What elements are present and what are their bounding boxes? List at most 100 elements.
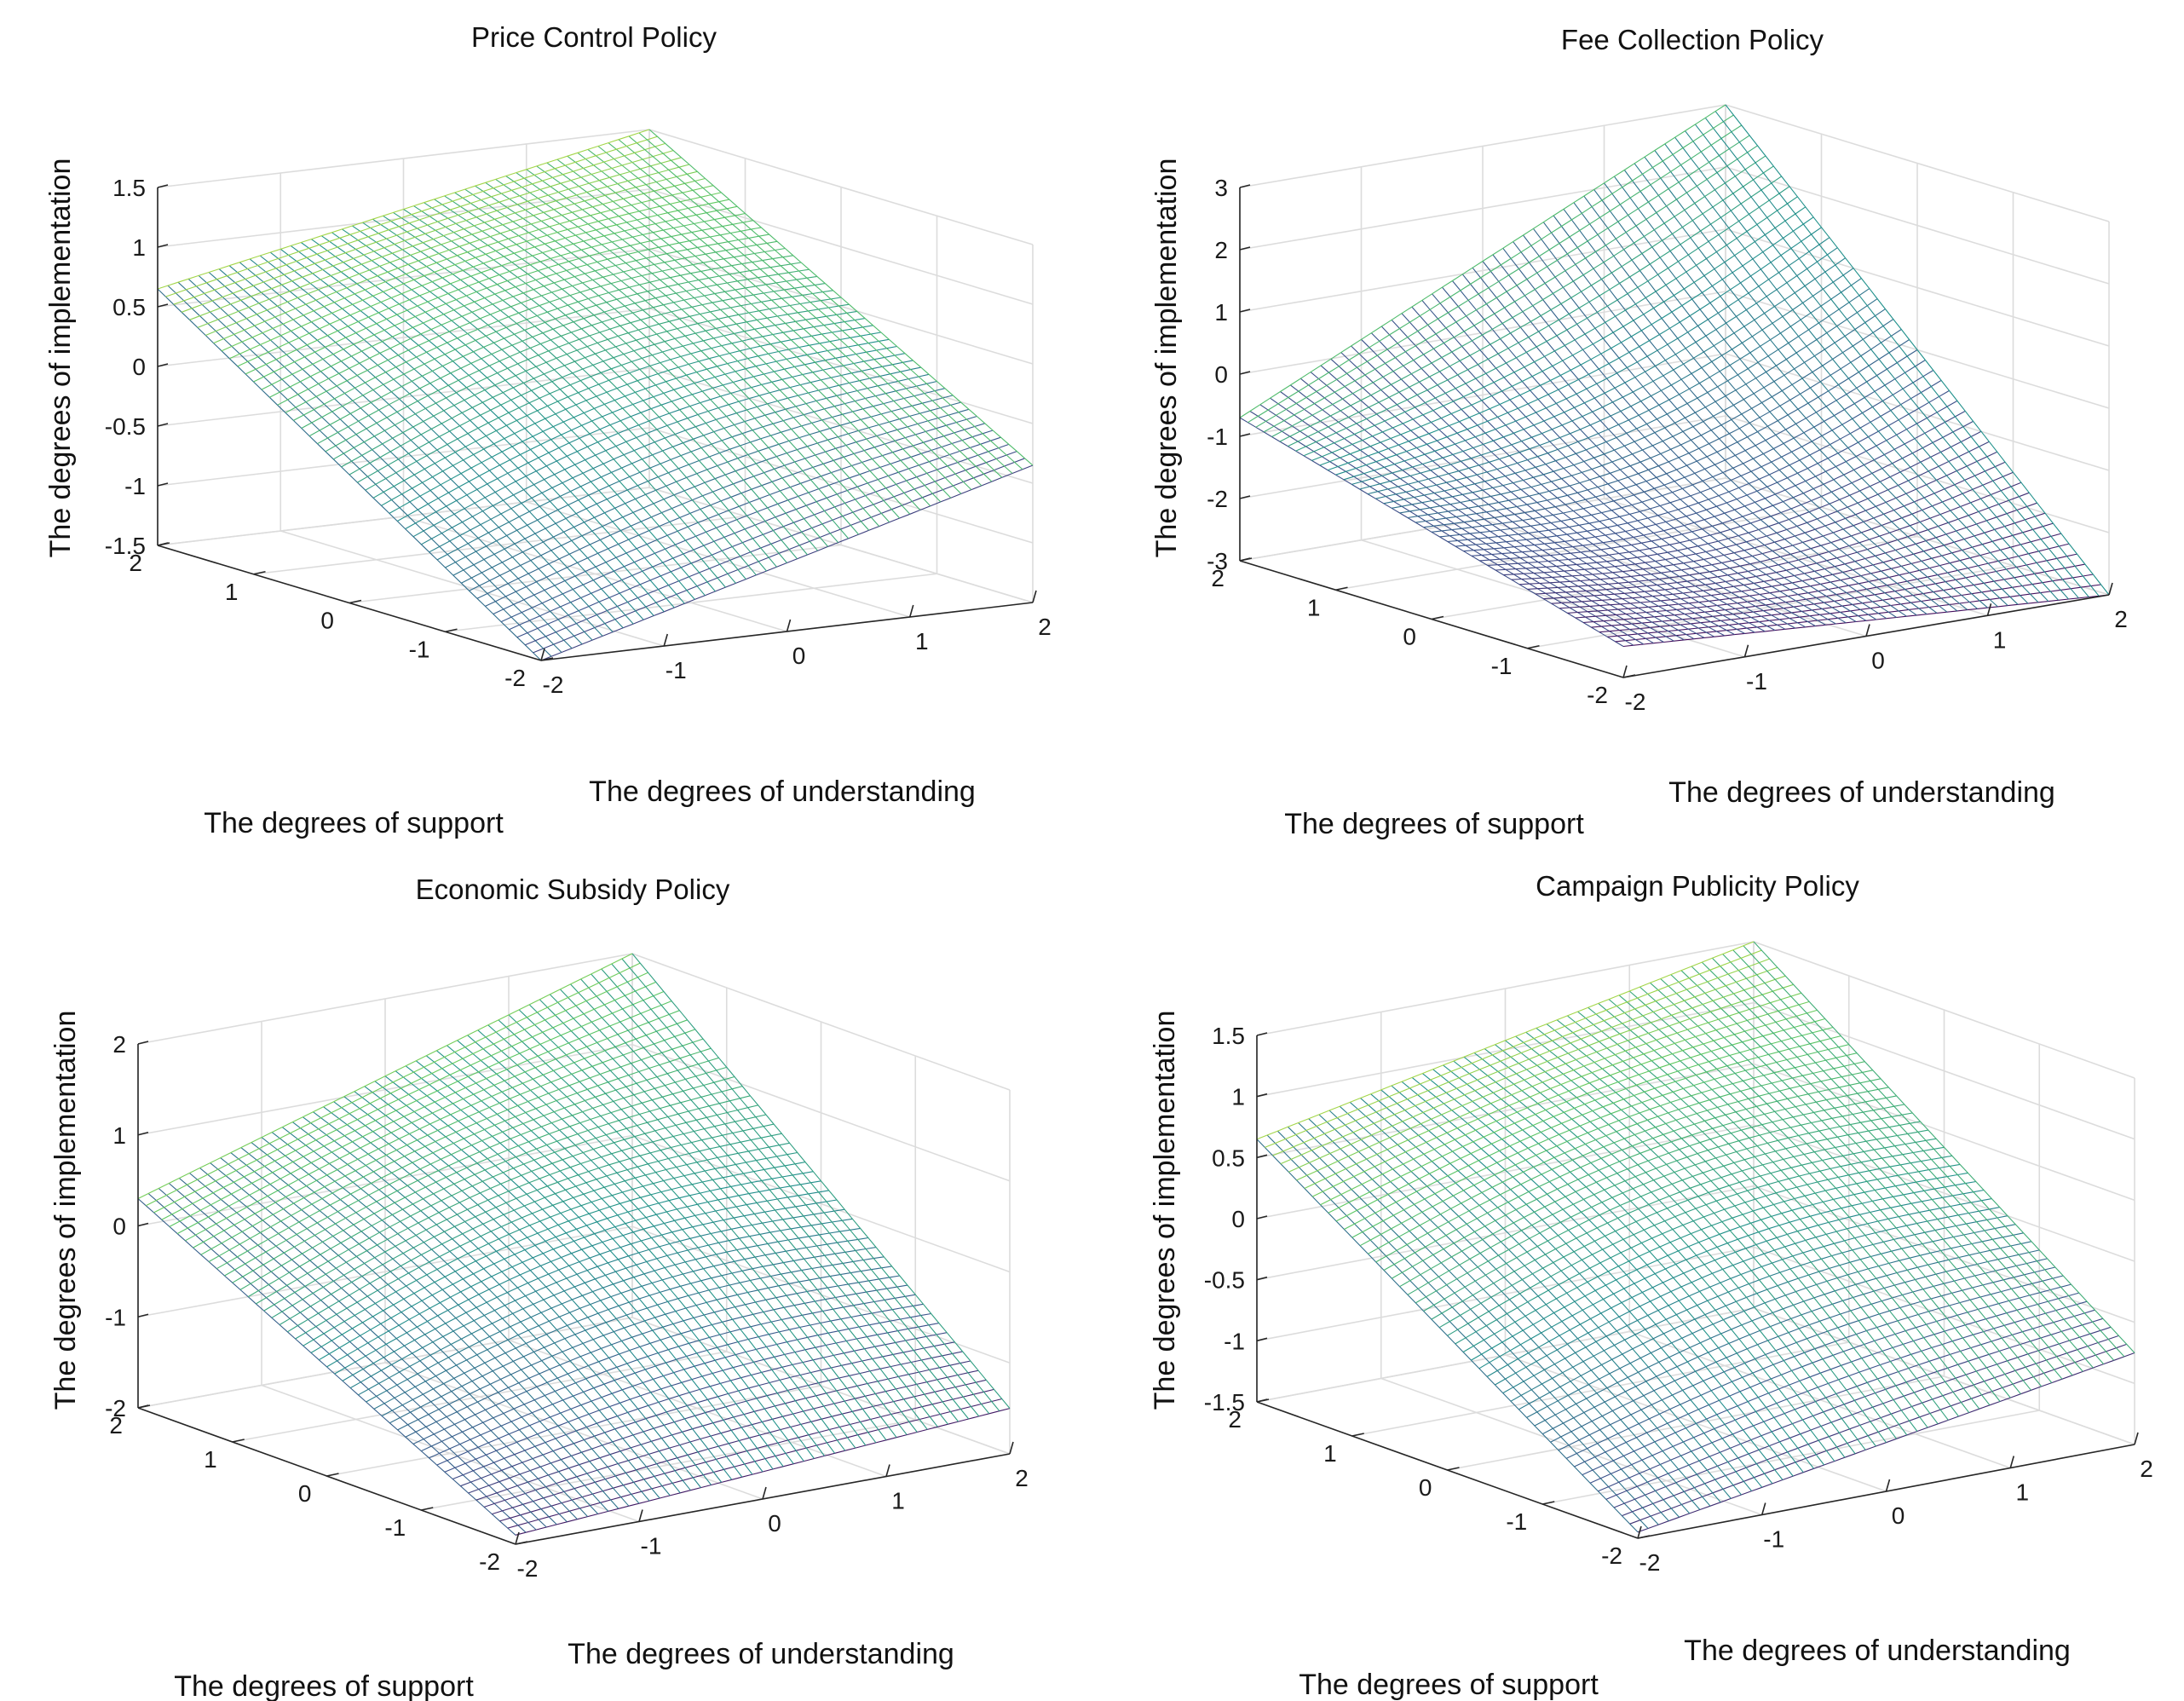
mesh-line <box>325 275 817 453</box>
subplot-2: -3 -2 -1 0 1 2 3 -2 -1 0 1 2 -2 -1 0 1 2 Fee Collection P… <box>1150 24 2128 840</box>
mesh-line <box>1622 1335 2119 1517</box>
mesh-line <box>567 155 952 499</box>
mesh-line <box>181 150 674 313</box>
mesh-line <box>1407 1104 1905 1295</box>
z-tick-label: 1 <box>1214 299 1228 326</box>
mesh-line <box>185 1010 680 1242</box>
mesh-line <box>618 139 1003 478</box>
z-tick-label: 1 <box>112 1122 126 1149</box>
mesh-line <box>1484 1048 1866 1450</box>
z-tick-label: -2 <box>105 1395 126 1421</box>
subplot-4: -1.5 -1 -0.5 0 0.5 1 1.5 -2 -1 0 1 2 -2 -1 0 1 2 Campaign… <box>1149 870 2153 1701</box>
y-tick-label: 0 <box>1419 1474 1432 1501</box>
z-tick-label: 2 <box>1214 237 1228 263</box>
y-axis-label: The degrees of support <box>204 807 504 839</box>
mesh-line <box>193 1019 688 1248</box>
mesh-line <box>587 148 972 490</box>
mesh-line <box>198 274 583 645</box>
mesh-line <box>1370 1093 1753 1491</box>
mesh-line <box>601 968 980 1417</box>
mesh-line <box>1701 961 2083 1372</box>
mesh-line <box>153 972 648 1214</box>
y-tick-label: -2 <box>479 1548 500 1575</box>
mesh-line <box>320 235 706 597</box>
mesh-line <box>308 262 802 437</box>
z-tick-label: -2 <box>1207 486 1228 512</box>
x-tick-label: 1 <box>1993 626 2007 653</box>
mesh-line <box>591 973 970 1420</box>
x-tick-label: -2 <box>517 1555 539 1582</box>
mesh-line <box>631 953 1011 1409</box>
mesh-line <box>1582 1292 2079 1476</box>
surface-mesh <box>1239 104 2110 648</box>
mesh-line <box>1732 949 2115 1361</box>
y-tick-label: 1 <box>204 1446 217 1473</box>
x-tick-label: -1 <box>1746 668 1767 695</box>
y-tick-label: -1 <box>384 1514 406 1541</box>
mesh-line <box>326 1180 821 1368</box>
y-tick-label: 0 <box>320 608 334 634</box>
chart-title: Price Control Policy <box>471 21 717 53</box>
mesh-line <box>1674 136 2060 601</box>
mesh-line <box>317 268 810 445</box>
mesh-line <box>1265 949 1762 1148</box>
mesh-line <box>570 983 948 1425</box>
x-tick-label: 0 <box>1892 1502 1905 1529</box>
x-tick-label: 0 <box>1871 648 1885 674</box>
mesh-line <box>145 962 641 1207</box>
mesh-line <box>1722 954 2105 1364</box>
mesh-line <box>1577 1011 1959 1417</box>
mesh-line <box>1320 1009 1818 1206</box>
x-tick-label: -2 <box>1639 1549 1661 1576</box>
mesh-line <box>1519 461 2006 585</box>
z-tick-label: 0 <box>1231 1206 1245 1232</box>
axis-lines <box>137 1044 1011 1545</box>
x-tick-label: 2 <box>2140 1456 2153 1482</box>
z-axis-label: The degrees of implementation <box>44 159 77 558</box>
mesh-line <box>259 255 644 620</box>
mesh-line <box>173 142 666 305</box>
x-tick-label: -2 <box>543 672 564 698</box>
mesh-line <box>1558 1266 2056 1451</box>
z-tick-label: -1 <box>1224 1328 1245 1354</box>
mesh-line <box>1694 124 2079 599</box>
z-tick-label: -3 <box>1207 548 1228 574</box>
y-tick-label: 1 <box>1307 594 1321 620</box>
mesh-line <box>1271 145 1758 437</box>
mesh-line <box>1279 155 1766 442</box>
mesh-line <box>279 248 665 613</box>
mesh-line <box>271 1132 650 1502</box>
mesh-line <box>1505 1040 1887 1444</box>
y-tick-label: 2 <box>129 550 142 576</box>
mesh-line <box>1263 135 1750 433</box>
z-tick-label: 0.5 <box>112 294 146 320</box>
chart-title: Economic Subsidy Policy <box>416 874 730 905</box>
mesh-line <box>444 1323 939 1473</box>
x-tick-label: 1 <box>2015 1479 2029 1506</box>
mesh-line <box>1248 114 1734 424</box>
mesh-line <box>1725 104 2110 596</box>
chart-title: Campaign Publicity Policy <box>1536 870 1859 902</box>
mesh-line <box>1304 992 1802 1189</box>
mesh-line <box>1644 156 2029 604</box>
z-tick-label: -1.5 <box>1204 1389 1245 1416</box>
axes-grid <box>1239 104 2110 678</box>
z-tick-label: 0 <box>112 1214 126 1240</box>
mesh-line <box>533 458 1025 654</box>
x-axis-label: The degrees of understanding <box>568 1638 954 1670</box>
mesh-line <box>165 136 658 297</box>
z-tick-label: 1.5 <box>1212 1023 1245 1049</box>
mesh-line <box>1473 1052 1856 1455</box>
surface-mesh <box>137 953 1011 1536</box>
tick-labels: -1.5 -1 -0.5 0 0.5 1 1.5 -2 -1 0 1 2 -2 -1 0 1 2 <box>1204 1023 2153 1576</box>
mesh-line <box>291 1122 671 1496</box>
y-tick-label: 1 <box>1323 1440 1337 1467</box>
mesh-line <box>1654 150 2039 603</box>
z-tick-label: 1 <box>132 234 146 261</box>
z-axis-label: The degrees of implementation <box>49 1011 82 1410</box>
y-tick-label: 2 <box>1228 1406 1242 1433</box>
z-tick-label: 1.5 <box>112 175 146 201</box>
mesh-line <box>228 265 614 632</box>
